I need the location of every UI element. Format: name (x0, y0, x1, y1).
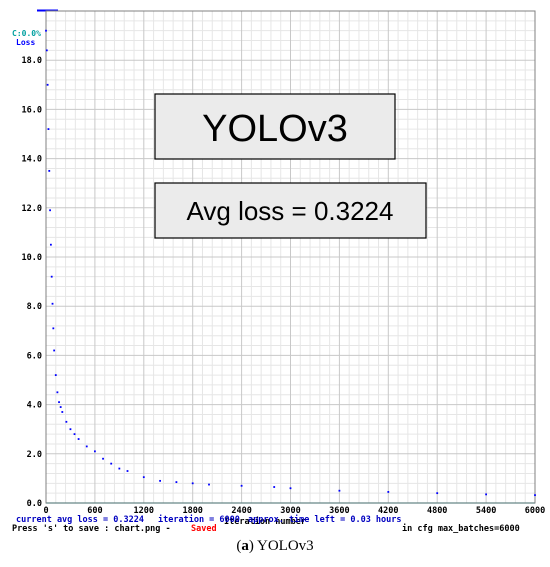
loss-point (45, 29, 47, 32)
y-tick-label: 0.0 (27, 499, 42, 509)
x-tick-labels: 0 600 1200 1800 2400 3000 3600 4200 4800 5400 6000 (43, 506, 545, 516)
loss-point (77, 438, 80, 440)
loss-point (48, 170, 51, 172)
status-current-avg-loss: current avg loss = 0.3224 (16, 515, 144, 525)
avg-loss-box: Avg loss = 0.3224 (154, 182, 427, 239)
legend-loss: Loss (16, 38, 35, 47)
loss-point (338, 489, 341, 492)
y-tick-label: 4.0 (27, 401, 42, 411)
y-tick-label: 10.0 (22, 253, 42, 263)
x-tick-label: 3600 (329, 506, 349, 516)
y-tick-label: 2.0 (27, 450, 42, 460)
loss-point (485, 493, 487, 496)
loss-point (142, 476, 145, 479)
loss-point (534, 494, 536, 497)
loss-point (175, 481, 178, 483)
loss-point (45, 49, 48, 52)
y-tick-label: 18.0 (22, 56, 42, 66)
avg-loss-value: Avg loss = 0.3224 (187, 196, 394, 226)
y-tick-label: 14.0 (22, 155, 42, 165)
caption-text: YOLOv3 (253, 538, 314, 554)
status-max-batches: in cfg max_batches=6000 (402, 523, 520, 534)
loss-point (102, 457, 104, 460)
x-axis-label: Iteration number (224, 516, 306, 527)
legend-map: C:0.0% (12, 29, 41, 38)
loss-point (110, 462, 113, 465)
loss-point (240, 484, 243, 487)
y-tick-label: 16.0 (22, 105, 42, 115)
x-tick-label: 4200 (378, 506, 398, 516)
loss-series (45, 29, 536, 497)
loss-point (65, 420, 68, 423)
loss-point (191, 482, 194, 485)
loss-point (289, 487, 292, 490)
status-saved: Saved (191, 524, 217, 534)
loss-point (73, 433, 76, 436)
y-tick-label: 6.0 (27, 351, 42, 361)
status-save-hint: Press 's' to save : chart.png - (12, 524, 171, 534)
loss-point (118, 467, 121, 470)
model-name-box: YOLOv3 (154, 93, 396, 160)
x-tick-label: 2400 (231, 506, 251, 516)
loss-point (69, 428, 72, 431)
status-time-left: approx. time left = 0.03 hours (248, 514, 402, 525)
caption-label: a (241, 538, 249, 554)
x-tick-label: 1200 (134, 506, 154, 516)
loss-point (59, 406, 62, 408)
loss-point (126, 470, 129, 472)
loss-point (52, 327, 55, 330)
loss-point (49, 209, 51, 212)
loss-point (49, 243, 52, 246)
status-iteration: iteration = 6000 (158, 514, 240, 525)
x-tick-label: 600 (87, 506, 102, 516)
y-tick-label: 12.0 (22, 204, 42, 214)
loss-point (50, 275, 53, 278)
loss-point (61, 411, 64, 413)
loss-point (436, 492, 439, 495)
loss-point (387, 491, 390, 493)
x-tick-label: 3000 (280, 506, 300, 516)
loss-point (47, 128, 50, 130)
figure-caption: (a) YOLOv3 (236, 538, 314, 554)
x-tick-label: 5400 (476, 506, 496, 516)
x-tick-label: 1800 (182, 506, 202, 516)
loss-point (58, 401, 60, 404)
loss-point (85, 445, 88, 448)
x-tick-label: 6000 (525, 506, 545, 516)
loss-point (54, 374, 57, 376)
loss-point (94, 450, 96, 453)
model-name: YOLOv3 (202, 108, 348, 150)
major-grid (45, 10, 536, 504)
x-tick-label: 0 (43, 506, 48, 516)
loss-point (273, 486, 276, 488)
loss-point (159, 479, 161, 482)
y-tick-label: 8.0 (27, 302, 42, 312)
loss-point (53, 349, 56, 352)
loss-point (51, 302, 54, 305)
loss-point (208, 483, 210, 486)
loss-point (46, 83, 49, 86)
x-tick-label: 4800 (427, 506, 447, 516)
loss-point (56, 391, 59, 394)
plot-frame (45, 10, 536, 504)
y-tick-labels: 0.0 2.0 4.0 6.0 8.0 10.0 12.0 14.0 16.0 18.0 (22, 56, 42, 509)
